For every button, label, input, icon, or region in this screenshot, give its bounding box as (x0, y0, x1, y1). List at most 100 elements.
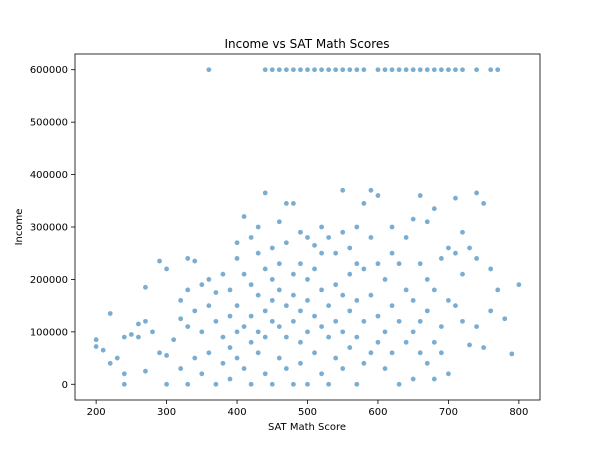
point (319, 67, 324, 73)
point (291, 292, 296, 298)
point (283, 334, 289, 340)
point (403, 339, 409, 345)
point (417, 350, 423, 356)
point (460, 67, 465, 73)
point (481, 201, 487, 206)
point (234, 329, 240, 335)
point (192, 308, 198, 314)
point (368, 187, 374, 193)
point (326, 381, 332, 387)
point (107, 311, 113, 316)
point (269, 318, 275, 324)
point (241, 366, 247, 371)
point (121, 381, 127, 387)
point (502, 316, 508, 322)
point (375, 193, 381, 198)
point (438, 67, 444, 73)
x-tick-label: 300 (157, 407, 176, 418)
point (354, 224, 360, 230)
point (298, 360, 303, 366)
point (93, 344, 99, 349)
y-axis-label: Income (14, 209, 25, 246)
point (333, 318, 339, 324)
point (340, 366, 346, 371)
point (382, 67, 388, 73)
point (474, 256, 479, 261)
point (192, 258, 198, 264)
point (319, 324, 324, 330)
point (241, 214, 247, 219)
point (157, 258, 162, 264)
point (354, 261, 360, 267)
point (396, 261, 402, 267)
point (382, 366, 388, 371)
point (319, 224, 324, 230)
point (220, 271, 226, 277)
chart-title: Income vs SAT Math Scores (224, 37, 389, 51)
point (488, 67, 494, 73)
point (326, 303, 332, 309)
y-tick-label: 600000 (30, 65, 68, 76)
point (389, 250, 395, 256)
point (248, 339, 254, 345)
point (291, 271, 296, 277)
point (164, 266, 169, 272)
x-tick-label: 400 (227, 407, 246, 418)
point (431, 339, 437, 345)
point (298, 67, 303, 73)
point (495, 287, 501, 293)
point (206, 350, 212, 356)
point (382, 329, 388, 335)
point (220, 334, 226, 340)
point (213, 290, 219, 295)
point (361, 360, 367, 366)
y-tick-label: 400000 (30, 170, 68, 181)
point (347, 67, 353, 73)
point (157, 350, 162, 356)
point (368, 235, 374, 240)
point (431, 287, 437, 293)
point (305, 277, 310, 282)
point (262, 266, 268, 272)
point (424, 67, 430, 73)
point (446, 67, 451, 73)
point (424, 308, 430, 314)
x-tick-label: 800 (509, 407, 528, 418)
point (431, 376, 437, 382)
point (206, 303, 212, 309)
point (347, 308, 353, 314)
point (305, 297, 310, 303)
point (291, 381, 296, 387)
point (262, 308, 268, 314)
point (199, 329, 205, 335)
point (255, 350, 261, 356)
point (121, 334, 127, 340)
point (333, 67, 339, 73)
point (283, 366, 289, 371)
point (298, 261, 303, 267)
point (446, 245, 451, 251)
point (460, 318, 465, 324)
point (128, 332, 134, 337)
x-tick-label: 600 (368, 407, 387, 418)
point (276, 261, 282, 267)
point (255, 224, 261, 230)
point (389, 224, 395, 230)
point (396, 67, 402, 73)
point (199, 371, 205, 377)
point (382, 277, 388, 282)
point (326, 235, 332, 240)
point (312, 350, 317, 356)
point (460, 229, 465, 235)
point (143, 284, 148, 290)
point (248, 313, 254, 319)
point (283, 303, 289, 309)
point (453, 250, 458, 256)
point (396, 318, 402, 324)
point (438, 350, 444, 356)
point (333, 355, 339, 361)
point (312, 242, 317, 248)
point (319, 250, 324, 256)
point (396, 381, 402, 387)
point (340, 187, 346, 193)
